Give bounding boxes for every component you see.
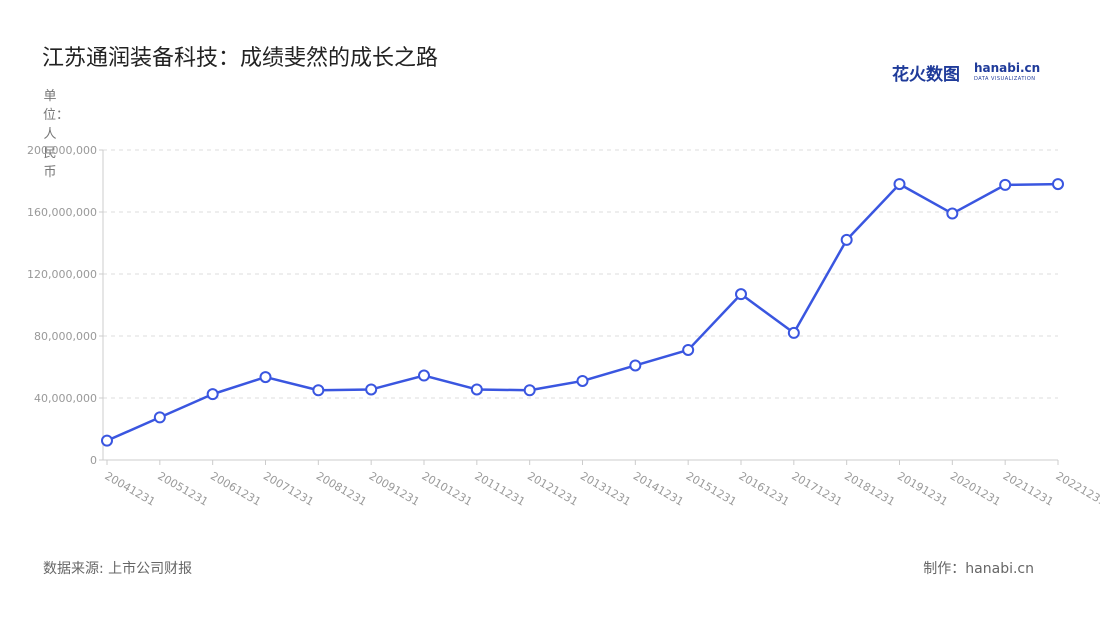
y-tick-label: 160,000,000 bbox=[27, 206, 97, 219]
chart-title: 江苏通润装备科技：成绩斐然的成长之路 bbox=[42, 46, 439, 71]
data-point bbox=[946, 207, 959, 220]
x-tick-label: 20091231 bbox=[367, 469, 422, 508]
x-tick-label: 20121231 bbox=[525, 469, 580, 508]
x-tick-label: 20171231 bbox=[789, 469, 844, 508]
data-point bbox=[153, 411, 166, 424]
logo-subtitle: DATA VISUALIZATION bbox=[974, 76, 1036, 82]
x-tick-label: 20161231 bbox=[737, 469, 792, 508]
y-tick-label: 120,000,000 bbox=[27, 268, 97, 281]
data-point bbox=[206, 388, 219, 401]
series-line bbox=[106, 182, 1059, 442]
data-point bbox=[629, 359, 642, 372]
data-point bbox=[312, 384, 325, 397]
data-point bbox=[735, 288, 747, 301]
data-point bbox=[523, 384, 536, 397]
data-point bbox=[787, 326, 800, 339]
x-tick-label: 20181231 bbox=[842, 469, 897, 508]
data-point bbox=[840, 233, 853, 246]
x-tick-label: 20081231 bbox=[314, 469, 369, 508]
y-tick-label: 80,000,000 bbox=[34, 330, 97, 343]
x-tick-label: 20041231 bbox=[103, 469, 158, 508]
x-tick-label: 20141231 bbox=[631, 469, 686, 508]
x-tick-label: 20151231 bbox=[684, 469, 739, 508]
data-point bbox=[259, 371, 272, 384]
x-tick-label: 20201231 bbox=[948, 469, 1003, 508]
data-point bbox=[999, 178, 1012, 191]
data-point bbox=[418, 369, 430, 382]
logo-english-text: hanabi.cn bbox=[974, 61, 1041, 75]
data-point bbox=[365, 383, 378, 396]
x-tick-label: 20071231 bbox=[261, 469, 316, 508]
y-tick-label: 0 bbox=[90, 454, 97, 467]
y-tick-label: 40,000,000 bbox=[34, 392, 97, 405]
data-point bbox=[470, 383, 483, 396]
logo-chinese-text: 花火数图 bbox=[892, 65, 960, 85]
data-point bbox=[1052, 178, 1064, 191]
x-tick-label: 20221231 bbox=[1054, 469, 1100, 508]
data-point bbox=[101, 434, 113, 447]
x-tick-label: 20211231 bbox=[1001, 469, 1056, 508]
x-tick-label: 20101231 bbox=[420, 469, 475, 508]
data-point bbox=[576, 374, 589, 387]
data-point bbox=[682, 343, 695, 356]
maker-credit: 制作：hanabi.cn bbox=[923, 561, 1034, 577]
data-point bbox=[893, 178, 906, 191]
y-tick-label: 200,000,000 bbox=[27, 144, 97, 157]
x-tick-label: 20051231 bbox=[155, 469, 210, 508]
data-source-note: 数据来源: 上市公司财报 bbox=[43, 561, 193, 577]
x-tick-label: 20131231 bbox=[578, 469, 633, 508]
x-tick-label: 20061231 bbox=[208, 469, 263, 508]
x-tick-label: 20191231 bbox=[895, 469, 950, 508]
x-tick-label: 20111231 bbox=[472, 469, 527, 508]
